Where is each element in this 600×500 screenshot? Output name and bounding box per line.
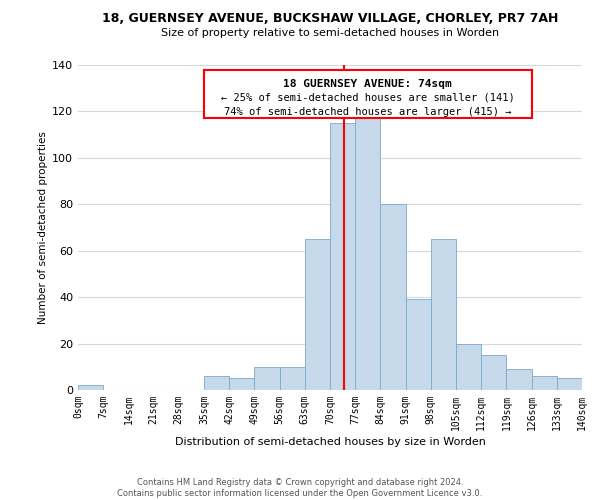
- Text: 18, GUERNSEY AVENUE, BUCKSHAW VILLAGE, CHORLEY, PR7 7AH: 18, GUERNSEY AVENUE, BUCKSHAW VILLAGE, C…: [102, 12, 558, 26]
- Bar: [506, 369, 532, 390]
- Text: Contains HM Land Registry data © Crown copyright and database right 2024.
Contai: Contains HM Land Registry data © Crown c…: [118, 478, 482, 498]
- Bar: [78, 386, 103, 390]
- Bar: [380, 204, 406, 390]
- Text: ← 25% of semi-detached houses are smaller (141): ← 25% of semi-detached houses are smalle…: [221, 93, 515, 103]
- Bar: [481, 355, 506, 390]
- Bar: [305, 239, 330, 390]
- Bar: [229, 378, 254, 390]
- Bar: [204, 376, 229, 390]
- Y-axis label: Number of semi-detached properties: Number of semi-detached properties: [38, 131, 48, 324]
- Bar: [557, 378, 582, 390]
- Bar: [532, 376, 557, 390]
- X-axis label: Distribution of semi-detached houses by size in Worden: Distribution of semi-detached houses by …: [175, 437, 485, 447]
- Bar: [254, 367, 280, 390]
- FancyBboxPatch shape: [204, 70, 532, 118]
- Bar: [330, 123, 355, 390]
- Bar: [280, 367, 305, 390]
- Bar: [406, 300, 431, 390]
- Bar: [456, 344, 481, 390]
- Text: 18 GUERNSEY AVENUE: 74sqm: 18 GUERNSEY AVENUE: 74sqm: [283, 79, 452, 89]
- Bar: [355, 118, 380, 390]
- Text: 74% of semi-detached houses are larger (415) →: 74% of semi-detached houses are larger (…: [224, 107, 512, 117]
- Bar: [431, 239, 456, 390]
- Text: Size of property relative to semi-detached houses in Worden: Size of property relative to semi-detach…: [161, 28, 499, 38]
